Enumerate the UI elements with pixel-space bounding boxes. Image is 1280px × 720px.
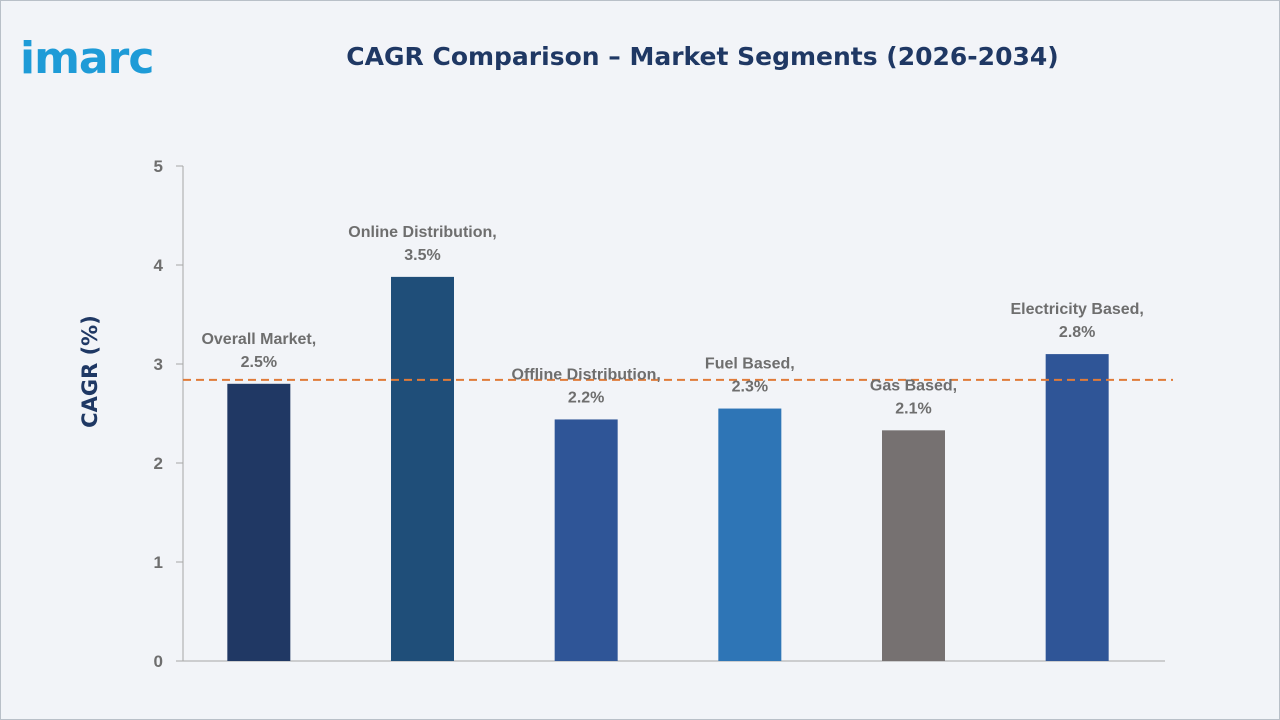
y-axis-title: CAGR (%)	[78, 315, 102, 428]
data-label: 2.2%	[568, 389, 604, 406]
bar	[882, 430, 945, 661]
imarc-logo: imarc	[20, 33, 154, 84]
logo-wordmark: imarc	[20, 33, 153, 84]
data-label: Offline Distribution,	[512, 366, 661, 383]
data-labels: Overall Market, 2.5% Online Distribution, 3…	[201, 224, 1143, 417]
data-label: Electricity Based,	[1010, 301, 1143, 318]
y-tick-label: 4	[154, 256, 164, 275]
y-tick-label: 0	[154, 652, 163, 671]
y-tick-label: 3	[154, 355, 163, 374]
y-tick-label: 2	[154, 454, 163, 473]
data-label: 2.8%	[1059, 324, 1095, 341]
bar	[1045, 354, 1109, 661]
data-label: 3.5%	[404, 247, 440, 264]
y-tick-label: 5	[154, 157, 163, 176]
axes: 0 1 2 3 4 5 CAGR (%)	[78, 157, 1165, 671]
data-label: Fuel Based,	[705, 356, 795, 373]
bar	[554, 419, 618, 661]
data-label: Gas Based,	[870, 377, 957, 394]
bar	[391, 276, 454, 661]
data-label: 2.1%	[895, 400, 931, 417]
y-tick-label: 1	[154, 553, 163, 572]
data-label: Overall Market,	[201, 331, 316, 348]
chart-title: CAGR Comparison – Market Segments (2026-…	[346, 42, 1059, 71]
data-label: 2.5%	[241, 354, 277, 371]
bar	[718, 408, 782, 661]
data-label: Online Distribution,	[348, 224, 496, 241]
bars	[227, 276, 1109, 661]
bar	[227, 383, 291, 661]
data-label: 2.3%	[732, 379, 768, 396]
